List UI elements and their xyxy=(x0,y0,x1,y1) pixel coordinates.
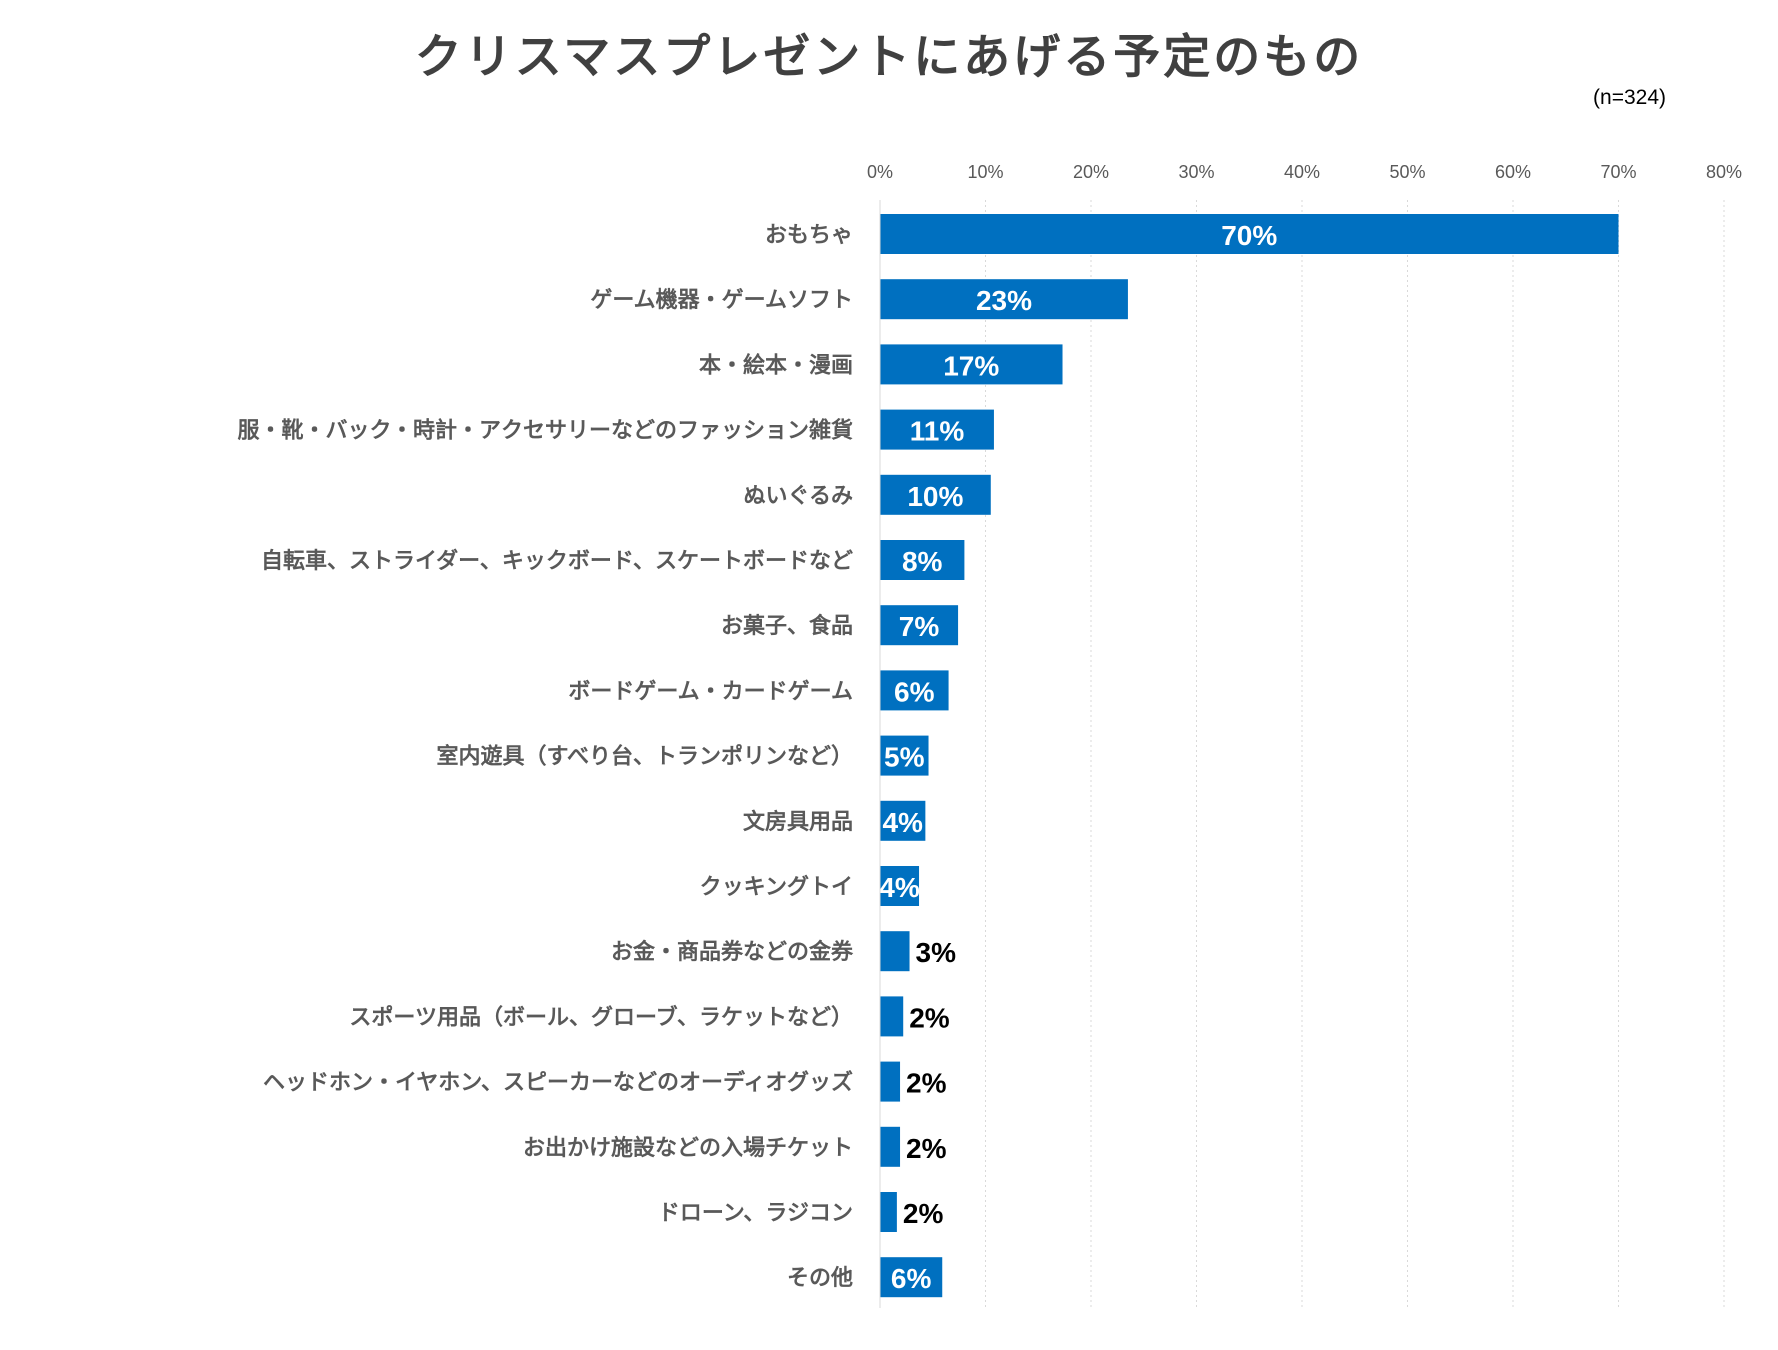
x-tick-label: 30% xyxy=(1178,162,1214,182)
bar xyxy=(880,931,910,972)
value-label: 2% xyxy=(906,1068,947,1099)
bars xyxy=(880,214,1619,1298)
category-label: お金・商品券などの金券 xyxy=(611,939,854,965)
x-tick-label: 40% xyxy=(1284,162,1320,182)
category-label: 本・絵本・漫画 xyxy=(699,352,853,378)
value-label: 70% xyxy=(1221,220,1277,251)
category-label: ぬいぐるみ xyxy=(743,484,853,509)
category-label: ヘッドホン・イヤホン、スピーカーなどのオーディオグッズ xyxy=(263,1070,853,1096)
value-label: 23% xyxy=(976,285,1032,316)
value-label: 4% xyxy=(879,872,920,903)
bar xyxy=(880,1192,897,1232)
value-label: 2% xyxy=(903,1198,944,1229)
bar xyxy=(880,605,959,646)
value-label: 7% xyxy=(899,611,940,642)
value-label: 8% xyxy=(902,546,943,577)
bar xyxy=(880,670,949,711)
value-label: 4% xyxy=(882,807,923,838)
value-label: 6% xyxy=(891,1263,932,1294)
bar xyxy=(880,214,1619,254)
category-label: ゲーム機器・ゲームソフト xyxy=(590,288,853,313)
category-label: ドローン、ラジコン xyxy=(658,1201,853,1226)
gridlines xyxy=(985,200,1725,1308)
value-label: 6% xyxy=(894,676,935,707)
value-label: 3% xyxy=(916,937,957,968)
x-tick-label: 10% xyxy=(967,162,1003,182)
bar xyxy=(880,1257,943,1298)
category-label: 室内遊具（すべり台、トランポリンなど） xyxy=(437,744,853,770)
category-label: スポーツ用品（ボール、グローブ、ラケットなど） xyxy=(349,1004,853,1030)
category-label: 自転車、ストライダー、キックボード、スケートボードなど xyxy=(261,548,853,574)
sample-size-note: (n=324) xyxy=(1593,86,1666,109)
x-tick-label: 50% xyxy=(1389,162,1425,182)
category-label: お出かけ施設などの入場チケット xyxy=(523,1135,853,1161)
category-label: その他 xyxy=(787,1266,853,1291)
bar xyxy=(880,1061,901,1102)
x-tick-label: 0% xyxy=(867,162,893,182)
bar xyxy=(880,344,1063,385)
category-label: 文房具用品 xyxy=(743,809,853,835)
bar xyxy=(880,1126,901,1167)
bar xyxy=(880,409,994,450)
x-axis-ticks: 0% 10% 20% 30% 40% 50% 60% 70% 80% xyxy=(867,162,1742,182)
category-label: ボードゲーム・カードゲーム xyxy=(568,679,853,704)
category-labels: おもちゃゲーム機器・ゲームソフト本・絵本・漫画服・靴・バック・時計・アクセサリー… xyxy=(237,223,854,1291)
bar xyxy=(880,279,1128,320)
x-tick-label: 60% xyxy=(1495,162,1531,182)
category-label: おもちゃ xyxy=(765,223,853,248)
bar xyxy=(880,866,920,906)
category-label: お菓子、食品 xyxy=(721,613,853,639)
chart-title: クリスマスプレゼントにあげる予定のもの xyxy=(414,30,1364,85)
x-tick-label: 20% xyxy=(1073,162,1109,182)
value-label: 10% xyxy=(907,481,963,512)
bar xyxy=(880,474,991,515)
x-tick-label: 80% xyxy=(1706,162,1742,182)
value-labels: 70% 23% 17% 11% 10% 8% 7% 6% 5% 4% 4% 3% 2% 2% 2% 2% 6% xyxy=(879,220,1277,1294)
category-label: クッキングトイ xyxy=(700,874,853,900)
value-label: 11% xyxy=(910,416,965,447)
bar xyxy=(880,540,965,580)
category-label: 服・靴・バック・時計・アクセサリーなどのファッション雑貨 xyxy=(237,418,853,444)
value-label: 17% xyxy=(943,350,999,381)
bar xyxy=(880,735,929,776)
value-label: 2% xyxy=(909,1002,950,1033)
value-label: 2% xyxy=(906,1133,947,1164)
x-tick-label: 70% xyxy=(1600,162,1636,182)
value-label: 5% xyxy=(884,742,925,773)
bar xyxy=(880,996,904,1037)
bar xyxy=(880,800,926,841)
